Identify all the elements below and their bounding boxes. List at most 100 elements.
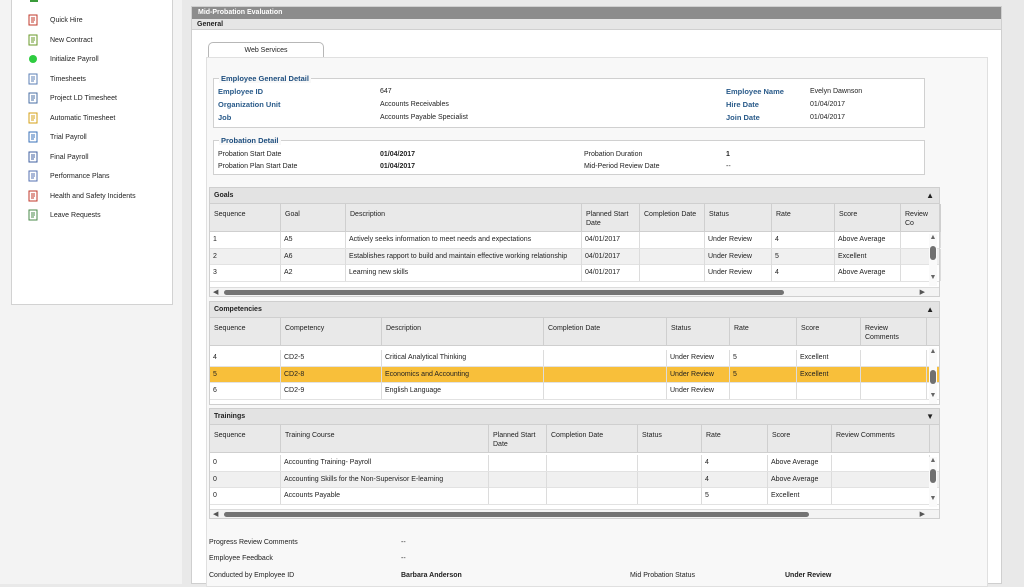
column-header[interactable]: Rate xyxy=(730,318,797,346)
column-header[interactable]: Planned Start Date xyxy=(489,425,547,453)
table-row[interactable]: 1 A5 Actively seeks information to meet ne… xyxy=(210,232,941,249)
hscroll-thumb[interactable] xyxy=(224,290,784,295)
review-date-label: Mid-Period Review Date xyxy=(584,163,660,170)
column-header[interactable]: Description xyxy=(382,318,544,346)
sidebar-item[interactable]: Quick Hire xyxy=(27,13,83,27)
trainings-vscroll[interactable]: ▲ ▼ xyxy=(929,457,937,507)
table-cell: Excellent xyxy=(835,248,901,265)
goals-grid-title[interactable]: Goals ▲ xyxy=(210,188,939,204)
scroll-up-icon[interactable]: ▲ xyxy=(929,457,937,464)
table-row[interactable]: 0 Accounting Skills for the Non-Superviso… xyxy=(210,471,939,488)
table-row[interactable]: 0 Accounts Payable 5 Excellent xyxy=(210,488,939,505)
competencies-vscroll[interactable]: ▲ ▼ xyxy=(929,348,937,404)
sidebar-item[interactable]: Project LD Timesheet xyxy=(27,91,117,105)
join-date-label: Join Date xyxy=(726,113,760,122)
scroll-left-icon[interactable]: ◀ xyxy=(213,289,219,296)
table-cell: Accounting Training- Payroll xyxy=(281,455,489,471)
column-header[interactable]: Sequence xyxy=(210,318,281,346)
competencies-grid-title[interactable]: Competencies ▲ xyxy=(210,302,939,318)
column-header[interactable]: Score xyxy=(768,425,832,453)
column-header[interactable]: Planned Start Date xyxy=(582,204,640,232)
column-header[interactable]: Goal xyxy=(281,204,346,232)
probation-start-value: 01/04/2017 xyxy=(380,151,416,158)
hscroll-thumb[interactable] xyxy=(224,512,809,517)
collapse-icon[interactable]: ▲ xyxy=(926,305,934,314)
sidebar-item[interactable]: Trial Payroll xyxy=(27,130,87,144)
probation-detail-fieldset: Probation Detail Probation Start Date 01… xyxy=(213,136,925,175)
column-header[interactable]: Completion Date xyxy=(544,318,667,346)
table-cell: 5 xyxy=(730,350,797,366)
column-header[interactable]: Sequence xyxy=(210,204,281,232)
column-header[interactable]: Completion Date xyxy=(547,425,638,453)
table-cell: Above Average xyxy=(768,471,832,488)
trainings-hscroll[interactable]: ◀ ▶ xyxy=(210,509,939,518)
scroll-down-icon[interactable]: ▼ xyxy=(929,495,937,502)
sidebar-item[interactable]: Performance Plans xyxy=(27,169,110,183)
table-cell xyxy=(861,350,927,366)
table-row[interactable]: 3 A2 Learning new skills 04/01/2017 Under Re… xyxy=(210,265,941,282)
table-cell xyxy=(832,471,930,488)
sidebar-item[interactable]: Leave Requests xyxy=(27,208,101,222)
column-header[interactable]: Sequence xyxy=(210,425,281,453)
table-cell: A2 xyxy=(281,265,346,281)
sidebar-item[interactable]: Automatic Timesheet xyxy=(27,111,115,125)
probation-duration-value: 1 xyxy=(726,151,730,158)
sidebar-item[interactable]: New Contract xyxy=(27,33,92,47)
scroll-thumb[interactable] xyxy=(930,469,936,483)
table-row[interactable]: 4 CD2-5 Critical Analytical Thinking Under … xyxy=(210,350,939,367)
goals-hscroll[interactable]: ◀ ▶ xyxy=(210,287,939,296)
column-header[interactable]: Description xyxy=(346,204,582,232)
project-timesheet-icon xyxy=(27,92,39,104)
sidebar-item[interactable]: Final Payroll xyxy=(27,150,89,164)
scroll-up-icon[interactable]: ▲ xyxy=(929,348,937,355)
table-cell xyxy=(901,232,941,248)
org-unit-value: Accounts Receivables xyxy=(380,101,449,108)
table-cell: Under Review xyxy=(667,383,730,399)
scroll-right-icon[interactable]: ▶ xyxy=(919,511,925,518)
table-cell xyxy=(832,488,930,504)
goals-vscroll[interactable]: ▲ ▼ xyxy=(929,234,937,286)
scroll-thumb[interactable] xyxy=(930,370,936,384)
column-header[interactable]: Score xyxy=(835,204,901,232)
column-header[interactable]: Rate xyxy=(772,204,835,232)
trainings-grid-title[interactable]: Trainings ▼ xyxy=(210,409,939,425)
scroll-right-icon[interactable]: ▶ xyxy=(919,289,925,296)
employee-name-label: Employee Name xyxy=(726,87,784,96)
table-row[interactable]: 5 CD2-8 Economics and Accounting Under Revi… xyxy=(210,366,939,383)
mid-probation-status-label: Mid Probation Status xyxy=(630,572,695,579)
table-row[interactable]: 0 Accounting Training- Payroll 4 Above Aver… xyxy=(210,455,939,472)
scroll-left-icon[interactable]: ◀ xyxy=(213,511,219,518)
scroll-down-icon[interactable]: ▼ xyxy=(929,392,937,399)
sidebar-item-prev[interactable] xyxy=(28,0,40,4)
column-header[interactable]: Status xyxy=(667,318,730,346)
table-row[interactable]: 2 A6 Establishes rapport to build and main… xyxy=(210,248,941,265)
table-cell: 4 xyxy=(210,350,281,366)
table-cell: CD2-5 xyxy=(281,350,382,366)
tab-web-services[interactable]: Web Services xyxy=(208,42,324,58)
column-header[interactable]: Competency xyxy=(281,318,382,346)
column-header[interactable]: Review Comments xyxy=(832,425,930,453)
expand-icon[interactable]: ▼ xyxy=(926,412,934,421)
column-header[interactable]: Rate xyxy=(702,425,768,453)
scroll-down-icon[interactable]: ▼ xyxy=(929,274,937,281)
scroll-thumb[interactable] xyxy=(930,246,936,260)
column-header[interactable]: Review Co xyxy=(901,204,941,232)
initialize-payroll-icon xyxy=(27,53,39,65)
column-header[interactable]: Completion Date xyxy=(640,204,705,232)
table-cell: Under Review xyxy=(667,350,730,366)
sidebar-item-label: Leave Requests xyxy=(50,211,101,219)
column-header[interactable]: Review Comments xyxy=(861,318,927,346)
table-cell: 04/01/2017 xyxy=(582,265,640,281)
column-header[interactable]: Status xyxy=(705,204,772,232)
collapse-icon[interactable]: ▲ xyxy=(926,191,934,200)
column-header[interactable]: Status xyxy=(638,425,702,453)
column-header[interactable]: Training Course xyxy=(281,425,489,453)
sidebar-item[interactable]: Health and Safety Incidents xyxy=(27,189,136,203)
column-header[interactable]: Score xyxy=(797,318,861,346)
sidebar-item[interactable]: Timesheets xyxy=(27,72,86,86)
table-row[interactable]: 6 CD2-9 English Language Under Review xyxy=(210,383,939,400)
scroll-up-icon[interactable]: ▲ xyxy=(929,234,937,241)
sidebar-item[interactable]: Initialize Payroll xyxy=(27,52,99,66)
sidebar-item-label: Performance Plans xyxy=(50,172,110,180)
section-general[interactable]: General xyxy=(192,19,1001,30)
